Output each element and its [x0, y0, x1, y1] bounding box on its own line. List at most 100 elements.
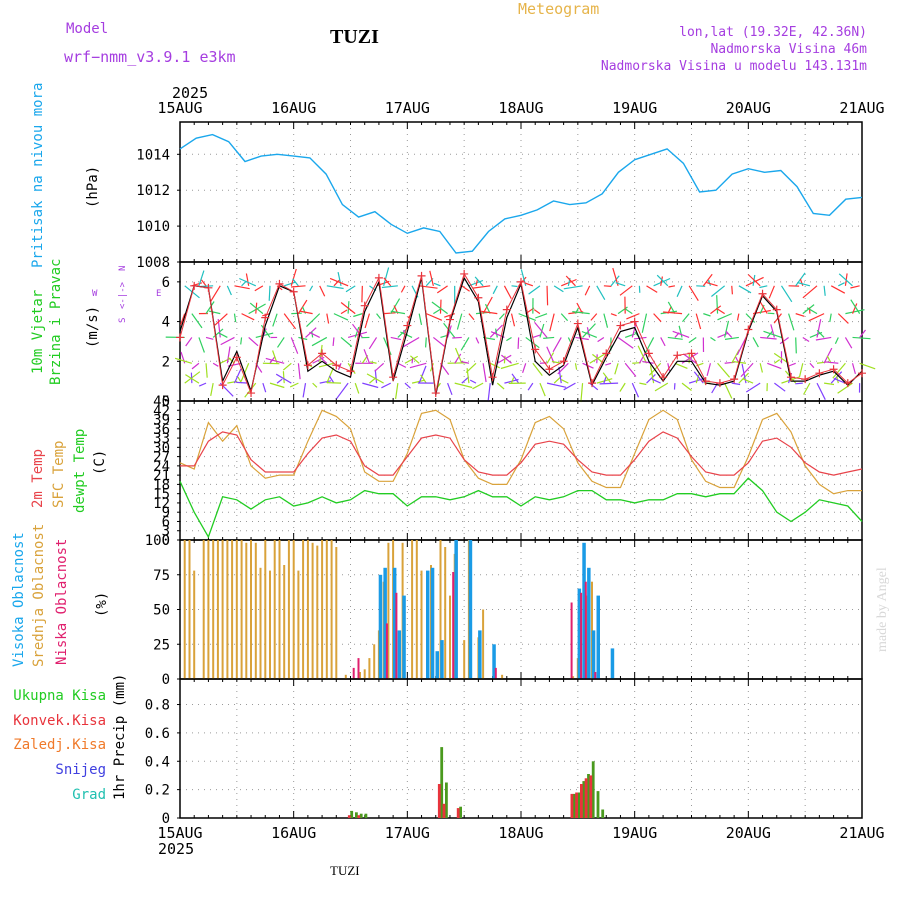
cloud-bar-mid [444, 547, 447, 679]
wind-arrow [527, 382, 534, 391]
wind-arrow [563, 382, 576, 391]
gust-marker [531, 345, 540, 354]
wind-arrow [731, 382, 741, 386]
wind-arrow [311, 331, 314, 338]
gust-marker [843, 379, 852, 388]
cloud-ylabel: Visoka Oblacnost [11, 532, 27, 667]
wind-arrow [703, 313, 711, 317]
cloud-bar-low [494, 667, 497, 679]
wind-arrow [747, 274, 761, 287]
wind-arrow [838, 273, 853, 287]
cloud-unit: (%) [94, 592, 110, 617]
gust-marker [488, 373, 497, 382]
precip-bar [440, 747, 444, 818]
precip-bar [596, 791, 600, 818]
wind-arrow [383, 277, 392, 287]
wind-arrow [695, 313, 702, 330]
wind-arrow [581, 330, 598, 339]
wind-arrow [420, 374, 427, 384]
wind-arrow [433, 282, 441, 287]
wind-arrow [850, 299, 861, 314]
wind-arrow [774, 359, 781, 364]
cloud-bar-mid [235, 540, 238, 679]
wind-arrow [255, 332, 274, 339]
wind-ytick: 2 [162, 354, 170, 370]
cloud-bar-high [591, 630, 596, 679]
wind-arrow [366, 373, 384, 384]
gust-marker [573, 319, 582, 328]
gust-marker [815, 369, 824, 378]
wind-arrow [254, 285, 264, 292]
precip-bar [364, 813, 368, 818]
model-elevation-label: Nadmorska Visina u modelu 143.131m [601, 59, 867, 74]
wind-arrow [654, 382, 669, 392]
gust-marker [502, 305, 511, 314]
wind-arrow [510, 313, 516, 327]
wind-arrow [617, 306, 628, 315]
wind-arrow [610, 275, 620, 287]
wind-arrow [239, 277, 257, 287]
wind-arrow [299, 310, 313, 315]
wind-arrow [311, 336, 328, 347]
wind-arrow [510, 377, 515, 384]
wind-arrow [844, 337, 853, 349]
wind-arrow [859, 329, 866, 338]
wind-arrow [672, 330, 690, 339]
cloud-bar-mid [572, 676, 575, 679]
cloud-bar-mid [311, 542, 314, 679]
wind-arrow [233, 368, 242, 384]
wind-arrow [802, 336, 810, 343]
wind-arrow [447, 382, 453, 396]
wind-arrow [597, 336, 605, 343]
compass-w: W [92, 289, 98, 299]
temp-ytick: 45 [153, 394, 170, 410]
wind-arrow [418, 313, 423, 326]
cloud-bar-mid [226, 540, 229, 679]
wind-arrow [663, 311, 683, 315]
wind-arrow [816, 319, 822, 338]
wind-arrow [806, 307, 818, 315]
cloud-bar-low [352, 667, 355, 679]
cloud-bar-mid [245, 542, 248, 679]
wind-arrow [481, 310, 498, 315]
wind-arrow [282, 371, 285, 384]
legend-total-rain: Ukupna Kisa [13, 688, 106, 704]
cloud-bar-mid [287, 540, 290, 679]
gust-marker [517, 277, 525, 286]
gust-marker [332, 361, 341, 370]
wind-arrow [174, 357, 193, 364]
temp-ytick: 33 [153, 431, 170, 447]
wind-arrow [823, 347, 833, 364]
wind-arrow [838, 282, 845, 287]
wind-arrow [788, 313, 795, 331]
wind-arrow [586, 327, 591, 338]
wind-arrow [619, 285, 633, 296]
wind-arrow [381, 285, 398, 289]
wind-arrow [824, 382, 835, 386]
cloud-bar-high [430, 567, 435, 679]
wind-arrow [226, 346, 231, 364]
wind-arrow [501, 354, 512, 364]
wind-arrow [631, 322, 637, 338]
cloud-bar-mid [591, 581, 593, 679]
wind-arrow [390, 310, 406, 315]
wind-arrow [205, 301, 215, 314]
wind-arrow [575, 336, 589, 341]
wind-arrow [201, 279, 207, 287]
wind-arrow [702, 273, 713, 287]
wind-arrow [667, 336, 683, 340]
temp-ytick: 42 [153, 403, 170, 419]
gust-marker [616, 321, 625, 330]
wind-arrow [185, 337, 193, 347]
wind-arrow [332, 337, 335, 346]
wind-arrow [644, 337, 655, 354]
cloud-bar-high [582, 542, 586, 679]
precip-bar [575, 792, 578, 818]
wind-arrow [667, 301, 676, 314]
wind-arrow [482, 296, 493, 314]
wind-arrow [850, 285, 860, 289]
wind-arrow [653, 313, 662, 323]
cloud-bar-mid [463, 640, 466, 679]
wind-arrow [454, 353, 462, 364]
wind-arrow [352, 323, 363, 338]
